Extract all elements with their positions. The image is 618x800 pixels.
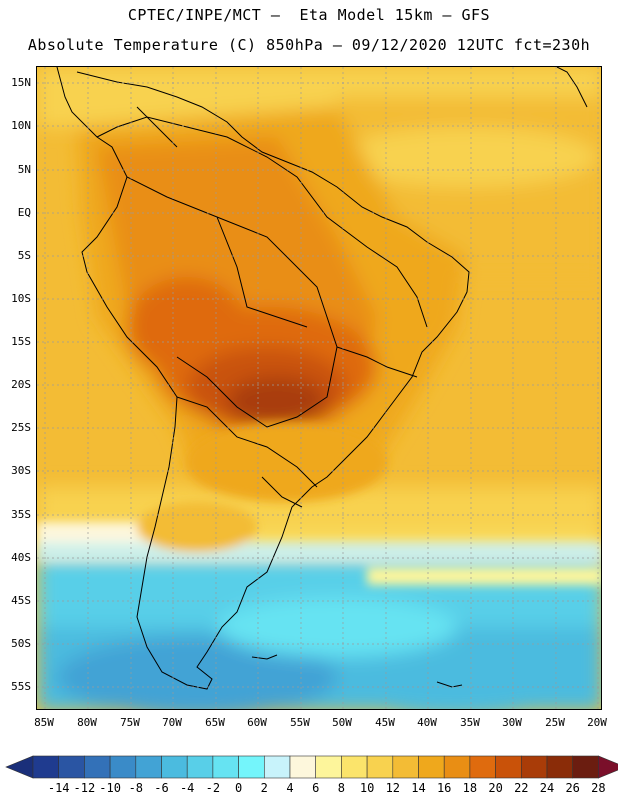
colorbar-swatch: [443, 755, 471, 779]
lon-label: 50W: [332, 716, 352, 729]
colorbar-swatch: [315, 755, 342, 779]
colorbar-tick-label: 18: [462, 781, 478, 795]
lon-label: 85W: [34, 716, 54, 729]
lon-label: 65W: [205, 716, 225, 729]
lon-label: 35W: [460, 716, 480, 729]
colorbar-swatch: [469, 755, 496, 779]
lat-label: 40S: [11, 551, 31, 564]
lat-label: 45S: [11, 594, 31, 607]
colorbar-swatch: [186, 755, 214, 779]
colorbar-tick-label: -8: [128, 781, 144, 795]
colorbar-swatch: [238, 755, 265, 779]
lat-label: 20S: [11, 378, 31, 391]
colorbar-tick-label: 6: [312, 781, 320, 795]
coastline: [56, 67, 588, 690]
lon-label: 30W: [502, 716, 522, 729]
colorbar-swatch: [341, 755, 368, 779]
lon-label: 20W: [587, 716, 607, 729]
colorbar-tick-label: 4: [286, 781, 294, 795]
lon-label: 80W: [77, 716, 97, 729]
lat-label: EQ: [17, 206, 31, 219]
lon-label: 55W: [290, 716, 310, 729]
lat-label: 50S: [11, 637, 31, 650]
map-title-line-2: Absolute Temperature (C) 850hPa – 09/12/…: [27, 36, 591, 54]
colorbar-swatch: [84, 755, 111, 779]
colorbar-tick-label: -14: [47, 781, 70, 795]
lon-label: 40W: [417, 716, 437, 729]
lat-label: 55S: [11, 680, 31, 693]
colorbar-tick-label: 8: [337, 781, 345, 795]
colorbar-tick-label: -2: [205, 781, 221, 795]
colorbar-swatch: [546, 755, 574, 779]
colorbar-swatch: [58, 755, 85, 779]
lon-label: 25W: [545, 716, 565, 729]
colorbar-swatch: [109, 755, 137, 779]
colorbar-swatch: [392, 755, 419, 779]
colorbar-tick-label: -6: [154, 781, 169, 795]
colorbar-tick-label: -4: [179, 781, 195, 795]
colorbar-swatch: [418, 755, 445, 779]
colorbar-tick-label: 24: [539, 781, 555, 795]
colorbar-tick-label: 2: [260, 781, 268, 795]
colorbar-tick-label: 28: [591, 781, 606, 795]
temperature-map: [36, 66, 602, 710]
lat-label: 15N: [11, 76, 31, 89]
lon-label: 60W: [247, 716, 267, 729]
colorbar-tick-label: -12: [73, 781, 96, 795]
colorbar-over-arrow: [598, 755, 618, 779]
colorbar-tick-label: 26: [565, 781, 580, 795]
colorbar-tick-label: -10: [99, 781, 121, 795]
map-title-line-1: CPTEC/INPE/MCT – Eta Model 15km – GFS: [127, 6, 491, 24]
colorbar-swatch: [135, 755, 162, 779]
colorbar-tick-label: 0: [234, 781, 243, 795]
lat-label: 30S: [11, 464, 31, 477]
colorbar-tick-label: 14: [411, 781, 426, 795]
colorbar-swatch: [289, 755, 317, 779]
lat-label: 5S: [17, 249, 31, 262]
colorbar: [5, 755, 618, 779]
lat-label: 10N: [11, 119, 31, 132]
colorbar-swatch: [212, 755, 239, 779]
colorbar-swatch: [520, 755, 548, 779]
colorbar-swatch: [366, 755, 394, 779]
colorbar-under-arrow: [5, 755, 34, 779]
colorbar-swatch: [32, 755, 60, 779]
colorbar-swatch: [495, 755, 522, 779]
lat-label: 5N: [17, 163, 31, 176]
temperature-field: [37, 67, 601, 709]
colorbar-tick-label: 10: [359, 781, 375, 795]
lat-label: 10S: [11, 292, 31, 305]
lat-label: 25S: [11, 421, 31, 434]
colorbar-tick-label: 16: [436, 781, 452, 795]
colorbar-swatch: [572, 755, 599, 779]
lat-label: 15S: [11, 335, 31, 348]
colorbar-tick-label: 20: [488, 781, 503, 795]
lon-label: 75W: [120, 716, 140, 729]
colorbar-tick-label: 22: [514, 781, 529, 795]
colorbar-swatch: [161, 755, 188, 779]
lat-label: 35S: [11, 508, 31, 521]
lon-label: 70W: [162, 716, 182, 729]
lat-lon-grid: [37, 67, 601, 709]
colorbar-swatch: [263, 755, 291, 779]
lon-label: 45W: [375, 716, 395, 729]
colorbar-tick-label: 12: [385, 781, 401, 795]
